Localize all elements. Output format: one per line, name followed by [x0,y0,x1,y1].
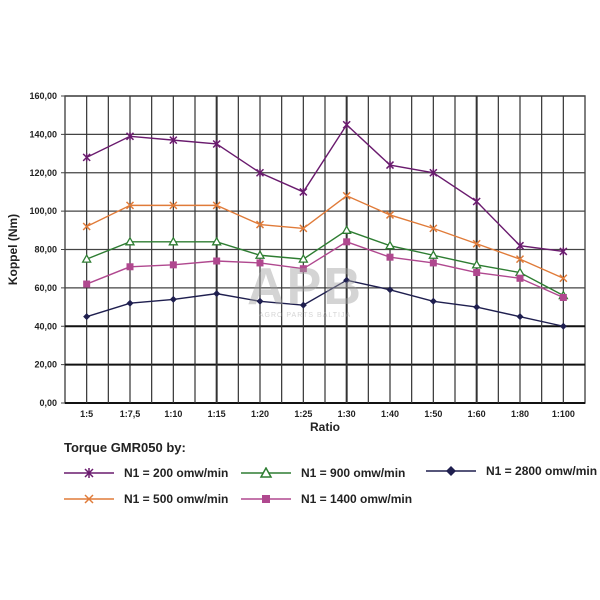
y-axis-title: Koppel (Nm) [6,214,20,285]
series-3 [83,238,567,301]
legend-item-900: N1 = 900 omw/min [241,466,405,480]
asterisk-marker-icon [64,468,114,478]
legend-item-500: N1 = 500 omw/min [64,492,228,506]
legend-label: N1 = 500 omw/min [124,492,229,506]
y-tick-label: 40,00 [34,321,57,331]
x-tick-label: 1:20 [251,409,269,419]
x-tick-label: 1:80 [511,409,529,419]
y-tick-label: 140,00 [29,129,57,139]
x-tick-label: 1:30 [338,409,356,419]
legend-item-200: N1 = 200 omw/min [64,466,228,480]
legend-label: N1 = 1400 omw/min [301,492,413,506]
triangle-marker-icon [241,467,291,478]
x-tick-label: 1:25 [294,409,312,419]
x-axis-title: Ratio [310,420,340,434]
series-4 [83,276,567,330]
legend-item-1400: N1 = 1400 omw/min [241,492,412,506]
legend-title: Torque GMR050 by: [64,440,186,455]
x-tick-label: 1:5 [80,409,93,419]
legend: Torque GMR050 by: N1 = 200 omw/min N1 = … [64,440,597,506]
y-tick-label: 160,00 [29,91,57,101]
legend-label: N1 = 200 omw/min [124,466,229,480]
x-tick-label: 1:7,5 [120,409,141,419]
x-tick-label: 1:10 [164,409,182,419]
y-tick-label: 100,00 [29,206,57,216]
y-tick-label: 80,00 [34,245,57,255]
torque-chart: 0,00 20,00 40,00 60,00 80,00 100,00 120,00 140,… [6,91,586,434]
x-tick-label: 1:40 [381,409,399,419]
x-marker-icon [64,494,114,504]
y-tick-label: 0,00 [39,398,57,408]
diamond-marker-icon [426,466,476,476]
series-1 [82,191,568,283]
y-tick-label: 120,00 [29,168,57,178]
x-tick-label: 1:60 [468,409,486,419]
y-tick-label: 20,00 [34,360,57,370]
x-tick-label: 1:100 [552,409,575,419]
legend-label: N1 = 2800 omw/min [486,464,598,478]
legend-item-2800: N1 = 2800 omw/min [426,464,597,478]
legend-label: N1 = 900 omw/min [301,466,406,480]
y-tick-label: 60,00 [34,283,57,293]
x-tick-label: 1:50 [424,409,442,419]
x-tick-label: 1:15 [208,409,226,419]
series-0 [82,120,568,256]
square-marker-icon [241,495,291,503]
